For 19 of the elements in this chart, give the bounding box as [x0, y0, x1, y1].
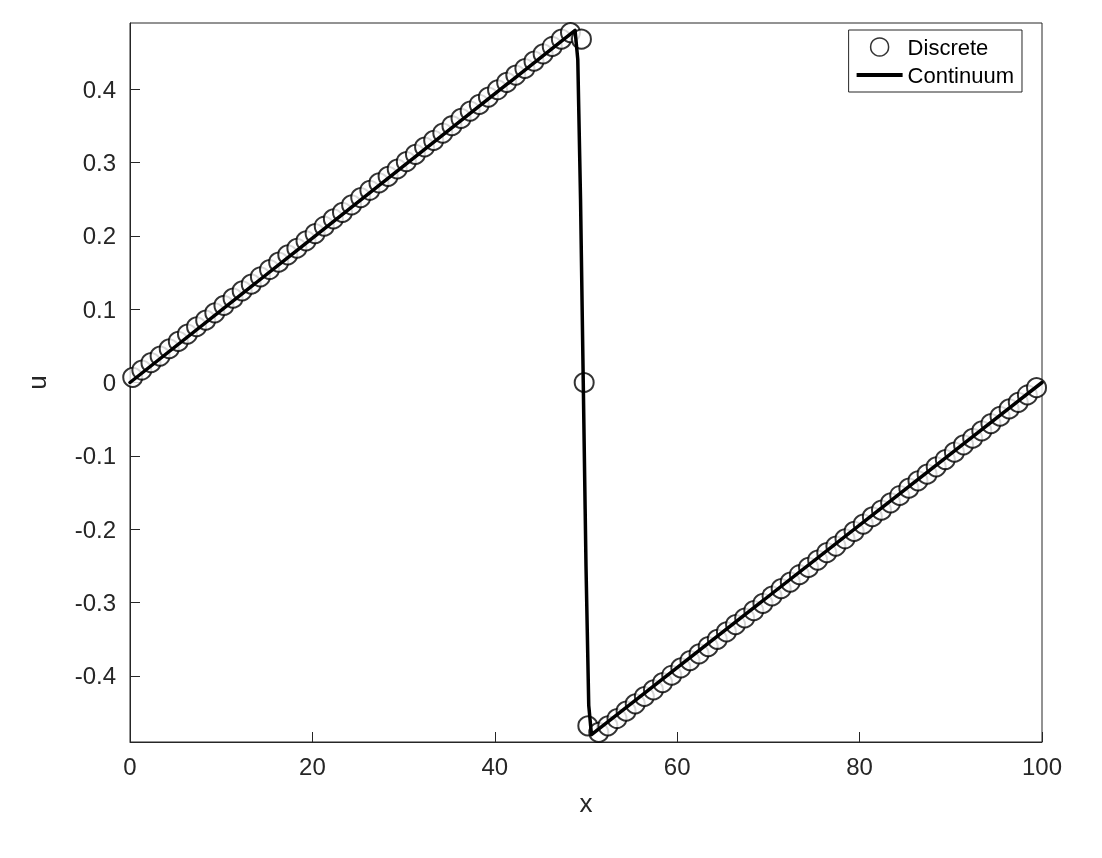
y-tick-label: 0.3 [82, 148, 116, 176]
y-tick-label: 0 [102, 369, 116, 396]
x-tick-label: 80 [846, 752, 873, 780]
legend-label: Continuum [907, 62, 1014, 88]
x-tick-label: 20 [299, 752, 326, 780]
y-axis-title: u [22, 375, 52, 390]
y-tick-label: -0.4 [74, 662, 116, 690]
x-axis-title: x [579, 788, 593, 818]
x-tick-label: 100 [1021, 752, 1063, 780]
y-tick-label: 0.1 [82, 295, 116, 323]
y-tick-label: -0.1 [74, 442, 116, 470]
y-tick-label: -0.2 [74, 515, 116, 543]
x-tick-label: 40 [481, 752, 509, 780]
legend-label: Discrete [907, 34, 989, 60]
y-tick-label: -0.3 [74, 589, 116, 617]
y-tick-label: 0.2 [82, 222, 116, 250]
x-tick-label: 60 [663, 752, 691, 780]
x-tick-label: 0 [123, 752, 137, 780]
y-tick-label: 0.4 [82, 75, 116, 103]
